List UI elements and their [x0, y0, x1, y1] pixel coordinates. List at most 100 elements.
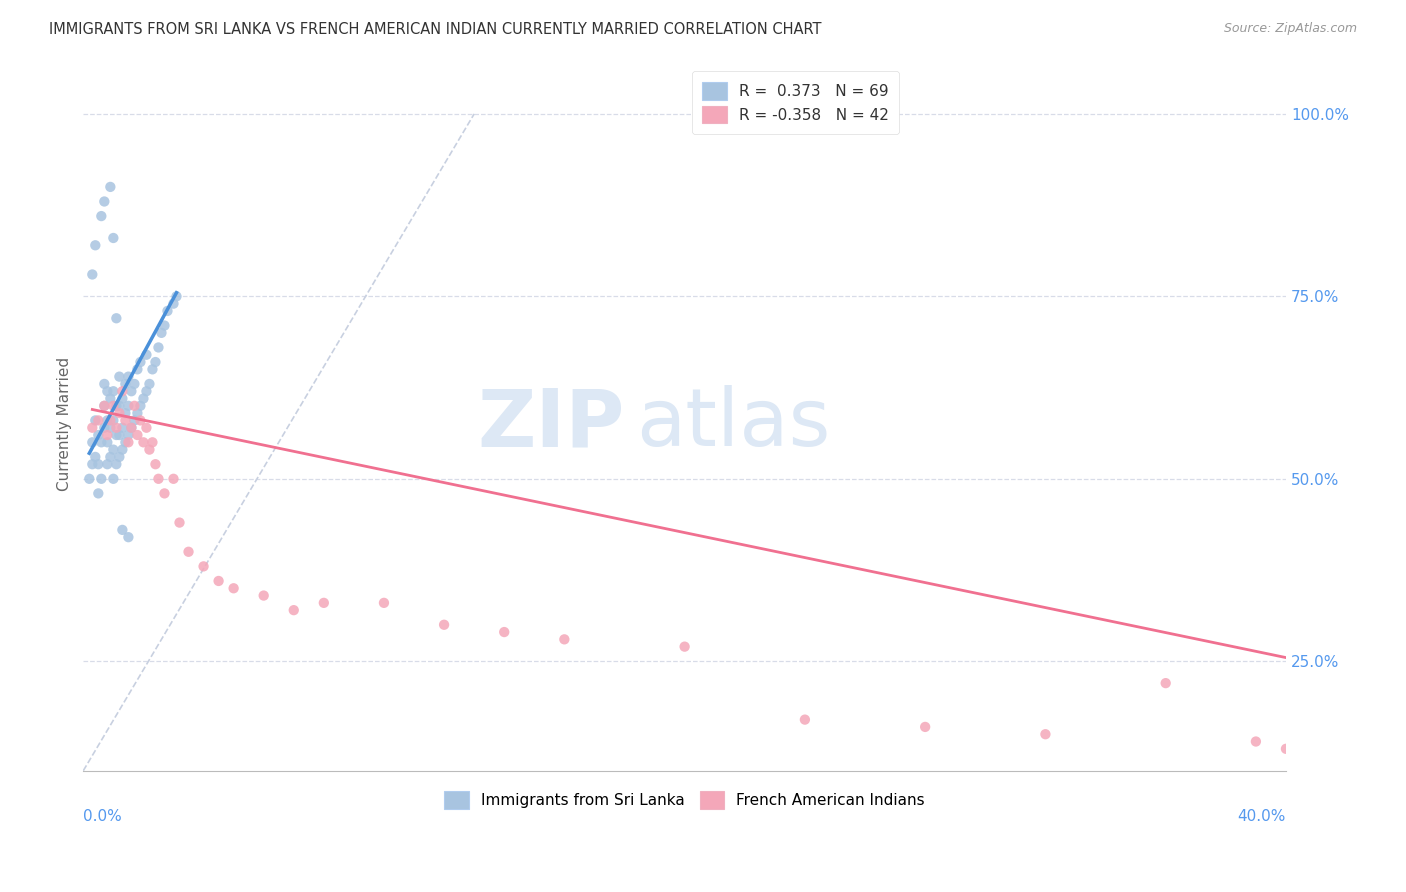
Point	[207, 574, 229, 588]
Point	[108, 428, 131, 442]
Point	[82, 421, 104, 435]
Point	[79, 472, 101, 486]
Point	[114, 413, 136, 427]
Point	[84, 450, 107, 464]
Point	[793, 713, 815, 727]
Point	[96, 457, 118, 471]
Point	[90, 472, 112, 486]
Point	[127, 428, 149, 442]
Point	[96, 428, 118, 442]
Point	[132, 392, 155, 406]
Point	[1275, 741, 1298, 756]
Point	[93, 194, 115, 209]
Point	[105, 428, 128, 442]
Text: 0.0%: 0.0%	[83, 809, 122, 824]
Point	[145, 355, 167, 369]
Point	[1035, 727, 1057, 741]
Point	[105, 399, 128, 413]
Point	[150, 326, 173, 340]
Point	[93, 376, 115, 391]
Point	[87, 486, 110, 500]
Point	[111, 442, 134, 457]
Point	[373, 596, 395, 610]
Point	[84, 238, 107, 252]
Point	[98, 421, 121, 435]
Point	[90, 435, 112, 450]
Point	[129, 399, 152, 413]
Point	[98, 392, 121, 406]
Text: IMMIGRANTS FROM SRI LANKA VS FRENCH AMERICAN INDIAN CURRENTLY MARRIED CORRELATIO: IMMIGRANTS FROM SRI LANKA VS FRENCH AMER…	[49, 22, 821, 37]
Text: 40.0%: 40.0%	[1237, 809, 1286, 824]
Point	[129, 413, 152, 427]
Point	[82, 268, 104, 282]
Point	[93, 421, 115, 435]
Point	[162, 296, 184, 310]
Point	[114, 435, 136, 450]
Point	[253, 589, 276, 603]
Point	[914, 720, 936, 734]
Point	[111, 523, 134, 537]
Point	[127, 362, 149, 376]
Point	[117, 369, 139, 384]
Point	[135, 421, 157, 435]
Point	[433, 617, 456, 632]
Point	[96, 384, 118, 399]
Text: ZIP: ZIP	[477, 385, 624, 463]
Point	[98, 450, 121, 464]
Point	[132, 435, 155, 450]
Point	[98, 180, 121, 194]
Point	[283, 603, 305, 617]
Point	[103, 413, 125, 427]
Point	[141, 362, 163, 376]
Point	[117, 530, 139, 544]
Text: Source: ZipAtlas.com: Source: ZipAtlas.com	[1223, 22, 1357, 36]
Point	[124, 376, 146, 391]
Point	[177, 545, 200, 559]
Point	[120, 384, 142, 399]
Point	[117, 428, 139, 442]
Point	[141, 435, 163, 450]
Point	[148, 341, 170, 355]
Point	[105, 421, 128, 435]
Point	[108, 406, 131, 420]
Point	[553, 632, 575, 647]
Point	[105, 457, 128, 471]
Point	[120, 421, 142, 435]
Point	[93, 399, 115, 413]
Point	[114, 376, 136, 391]
Point	[105, 311, 128, 326]
Point	[169, 516, 191, 530]
Point	[124, 399, 146, 413]
Point	[96, 413, 118, 427]
Point	[673, 640, 696, 654]
Point	[312, 596, 335, 610]
Point	[114, 406, 136, 420]
Point	[153, 318, 176, 333]
Point	[117, 399, 139, 413]
Point	[129, 355, 152, 369]
Point	[103, 384, 125, 399]
Point	[162, 472, 184, 486]
Y-axis label: Currently Married: Currently Married	[58, 357, 72, 491]
Point	[108, 369, 131, 384]
Point	[96, 435, 118, 450]
Point	[156, 304, 179, 318]
Point	[148, 472, 170, 486]
Point	[135, 348, 157, 362]
Point	[87, 413, 110, 427]
Point	[111, 392, 134, 406]
Point	[1154, 676, 1177, 690]
Point	[138, 376, 160, 391]
Point	[222, 581, 245, 595]
Point	[117, 435, 139, 450]
Point	[494, 625, 516, 640]
Point	[103, 231, 125, 245]
Point	[82, 457, 104, 471]
Point	[1244, 734, 1267, 748]
Point	[120, 421, 142, 435]
Point	[153, 486, 176, 500]
Point	[103, 472, 125, 486]
Point	[108, 450, 131, 464]
Point	[93, 399, 115, 413]
Point	[82, 435, 104, 450]
